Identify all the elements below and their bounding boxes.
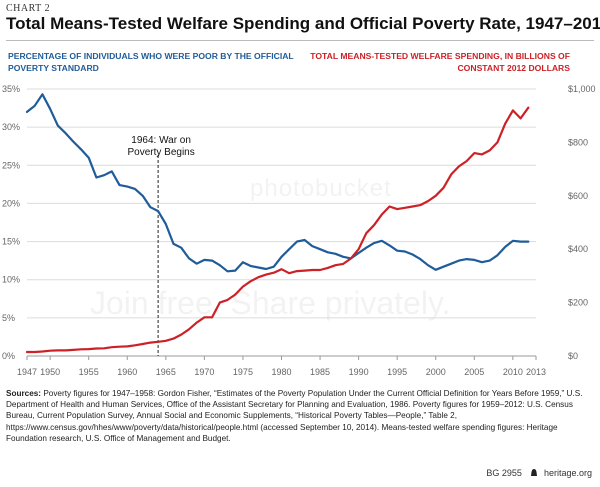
x-tick-label: 1955 (79, 367, 99, 377)
left-axis-label: PERCENTAGE OF INDIVIDUALS WHO WERE POOR … (8, 51, 294, 73)
annotation-label: 1964: War on Poverty Begins (127, 135, 194, 158)
x-tick-label: 1950 (40, 367, 60, 377)
left-tick-label: 0% (2, 351, 15, 361)
right-tick-label: $600 (568, 191, 588, 201)
left-tick-label: 20% (2, 198, 20, 208)
x-tick-label: 1985 (310, 367, 330, 377)
right-axis-label: TOTAL MEANS-TESTED WELFARE SPENDING, IN … (310, 51, 570, 73)
sources-text: Poverty figures for 1947–1958: Gordon Fi… (6, 389, 583, 443)
welfare-spending-line (25, 106, 530, 354)
right-tick-label: $400 (568, 244, 588, 254)
watermark-line1: photobucket (250, 175, 392, 202)
left-tick-label: 30% (2, 122, 20, 132)
sources-label: Sources: (6, 389, 42, 398)
footer-code: BG 2955 (486, 468, 522, 478)
chart-title: Total Means-Tested Welfare Spending and … (6, 14, 600, 33)
left-tick-label: 25% (2, 160, 20, 170)
x-tick-label: 2005 (464, 367, 484, 377)
right-tick-label: $200 (568, 298, 588, 308)
right-tick-label: $1,000 (568, 84, 596, 94)
x-tick-label: 1965 (156, 367, 176, 377)
x-tick-label: 1980 (271, 367, 291, 377)
x-tick-label: 2000 (426, 367, 446, 377)
x-tick-label: 1975 (233, 367, 253, 377)
x-tick-label: 1960 (117, 367, 137, 377)
left-tick-label: 35% (2, 84, 20, 94)
x-tick-label: 1947 (17, 367, 37, 377)
liberty-bell-icon (531, 469, 538, 476)
chart-tag: CHART 2 (6, 3, 51, 14)
footer-site: heritage.org (543, 468, 592, 478)
x-tick-label: 2010 (503, 367, 523, 377)
left-tick-label: 10% (2, 275, 20, 285)
footer: BG 2955 heritage.org (486, 468, 592, 478)
watermark-line2: Join free. Share privately. (90, 285, 451, 321)
right-tick-label: $800 (568, 137, 588, 147)
title-rule (6, 40, 594, 41)
x-tick-label: 1995 (387, 367, 407, 377)
x-tick-label: 1970 (194, 367, 214, 377)
x-tick-label: 2013 (526, 367, 546, 377)
sources-note: Sources: Poverty figures for 1947–1958: … (6, 388, 591, 444)
left-tick-label: 5% (2, 313, 15, 323)
poverty-rate-line (25, 93, 530, 273)
x-tick-label: 1990 (349, 367, 369, 377)
right-tick-label: $0 (568, 351, 578, 361)
left-tick-label: 15% (2, 237, 20, 247)
